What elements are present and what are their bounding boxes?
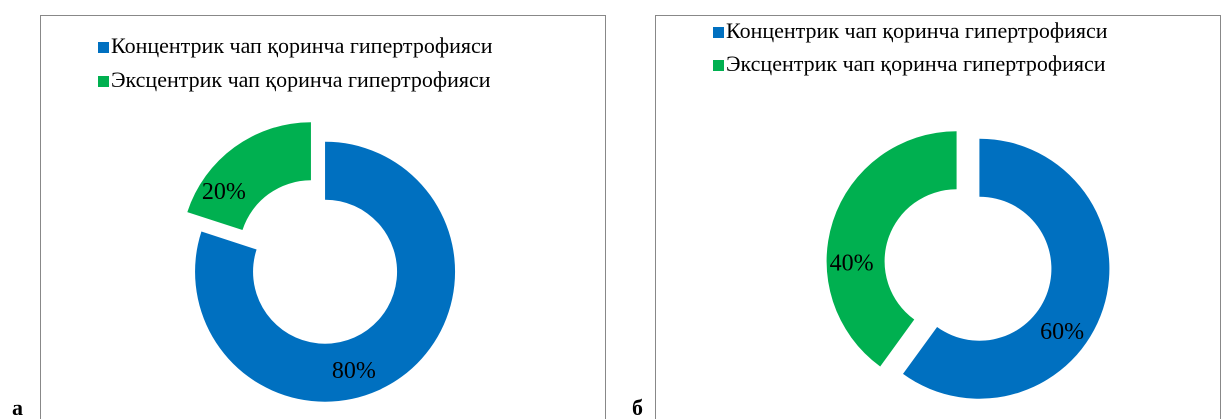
- donut-slice: [903, 138, 1110, 399]
- panel-label: б: [632, 395, 643, 419]
- legend-swatch: [98, 42, 109, 53]
- legend-label: Эксцентрик чап қоринча гипертрофияси: [111, 67, 491, 92]
- legend-label: Концентрик чап қоринча гипертрофияси: [111, 33, 493, 58]
- donut-slice: [195, 141, 456, 402]
- data-label: 40%: [830, 251, 874, 277]
- legend-label: Концентрик чап қоринча гипертрофияси: [726, 18, 1108, 43]
- data-label: 20%: [202, 179, 246, 205]
- legend-swatch: [713, 60, 724, 71]
- data-label: 80%: [332, 358, 376, 384]
- panel-label: а: [12, 395, 23, 419]
- legend-swatch: [713, 27, 724, 38]
- donut-slice: [187, 122, 311, 231]
- donut-slice: [826, 131, 957, 367]
- chart-frame: [40, 15, 606, 419]
- legend-label: Эксцентрик чап қоринча гипертрофияси: [726, 51, 1106, 76]
- data-label: 60%: [1040, 319, 1084, 345]
- legend-swatch: [98, 76, 109, 87]
